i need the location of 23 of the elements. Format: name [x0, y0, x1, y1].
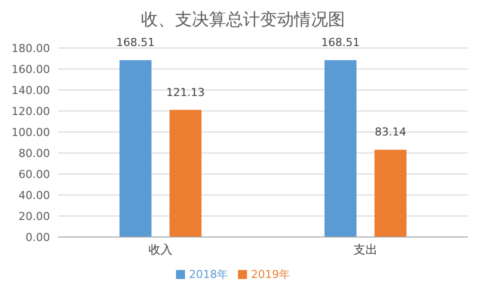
y-tick-label: 100.00 [12, 126, 50, 139]
data-label: 168.51 [116, 36, 155, 50]
y-tick-label: 20.00 [18, 210, 50, 223]
y-tick-label: 40.00 [18, 188, 50, 202]
data-label: 121.13 [166, 86, 205, 99]
bar [170, 110, 202, 237]
x-tick-label: 支出 [354, 242, 378, 257]
legend-label: 2019年 [251, 268, 290, 281]
chart-title: 收、支决算总计变动情况图 [140, 9, 346, 32]
bar [374, 150, 406, 237]
x-tick-label: 收入 [148, 242, 172, 257]
data-label: 83.14 [374, 126, 406, 139]
bar [120, 60, 152, 237]
y-tick-label: 120.00 [12, 104, 50, 118]
y-tick-label: 60.00 [18, 168, 50, 181]
y-tick-label: 140.00 [12, 84, 50, 97]
y-tick-label: 180.00 [12, 42, 50, 55]
data-label: 168.51 [321, 36, 360, 50]
legend-label: 2018年 [189, 268, 228, 281]
y-tick-label: 80.00 [18, 146, 50, 160]
bar [324, 60, 356, 237]
y-tick-label: 0.00 [26, 230, 50, 244]
y-tick-label: 160.00 [12, 62, 50, 76]
